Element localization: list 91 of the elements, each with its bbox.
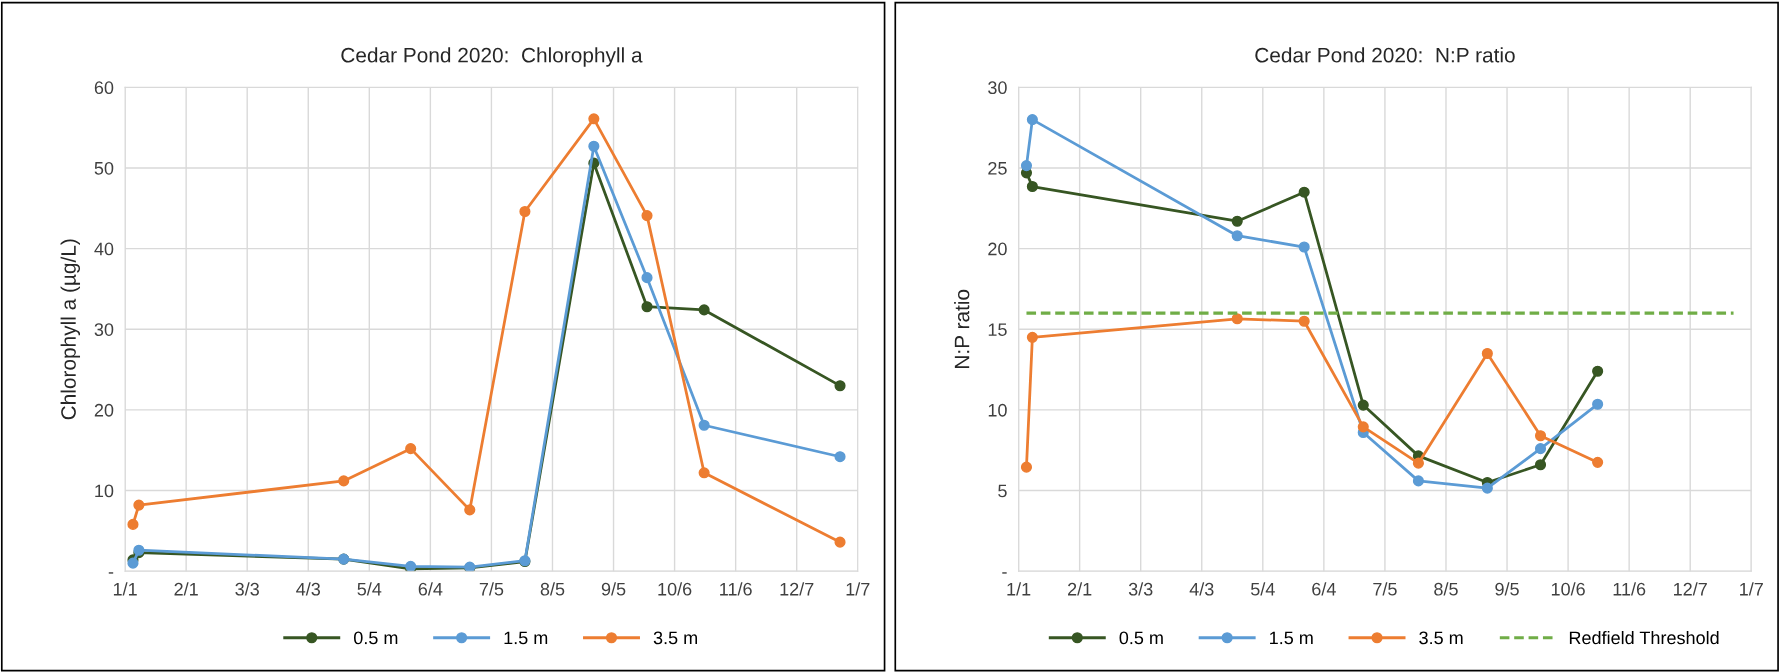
- point: [641, 210, 653, 222]
- x-tick-label: 8/5: [1434, 582, 1458, 596]
- y-tick-label: 60: [94, 81, 114, 95]
- point: [1534, 443, 1547, 455]
- point: [1231, 230, 1243, 242]
- legend-label: 3.5 m: [653, 631, 697, 645]
- point: [464, 504, 476, 516]
- point: [1298, 186, 1310, 198]
- x-tick-label: 3/3: [235, 582, 259, 596]
- x-tick-label: 1/7: [846, 582, 870, 596]
- point: [588, 113, 600, 125]
- y-tick-label: 10: [988, 403, 1007, 417]
- point: [1231, 313, 1243, 325]
- x-tick-label: 7/5: [479, 582, 504, 596]
- legend-label: 1.5 m: [1270, 631, 1313, 645]
- point: [519, 205, 531, 218]
- point: [1298, 241, 1310, 253]
- y-tick-label: -: [1002, 572, 1007, 574]
- point: [1026, 180, 1038, 193]
- x-tick-label: 7/5: [1373, 582, 1397, 596]
- y-tick-label: -: [108, 572, 114, 574]
- point: [698, 467, 710, 479]
- point: [698, 304, 710, 316]
- x-tick-label: 10/6: [658, 582, 692, 596]
- x-tick-label: 2/1: [1068, 582, 1092, 596]
- y-tick-label: 50: [94, 161, 114, 175]
- x-tick-label: 5/4: [357, 582, 382, 596]
- point: [1357, 399, 1369, 411]
- point: [1020, 160, 1033, 172]
- x-tick-label: 5/4: [1250, 582, 1275, 596]
- point: [1412, 475, 1424, 487]
- y-tick-label: 40: [94, 242, 114, 256]
- legend-label: Redfield Threshold: [1569, 631, 1719, 645]
- legend-label: 0.5 m: [1119, 631, 1163, 645]
- y-tick-label: 10: [95, 484, 114, 498]
- x-tick-label: 3/3: [1128, 582, 1153, 596]
- x-tick-label: 9/5: [601, 582, 626, 596]
- point: [1231, 215, 1243, 227]
- point: [133, 499, 145, 511]
- x-tick-label: 12/7: [780, 582, 814, 596]
- y-tick-label: 30: [94, 323, 114, 336]
- point: [1298, 315, 1310, 327]
- legend-label: 0.5 m: [353, 631, 398, 645]
- y-axis-title: N:P ratio: [954, 289, 970, 368]
- x-tick-label: 11/6: [720, 582, 752, 596]
- point: [338, 475, 350, 487]
- y-tick-label: 15: [988, 323, 1007, 336]
- point: [1592, 365, 1604, 377]
- point: [1357, 421, 1369, 433]
- point: [834, 380, 846, 392]
- x-tick-label: 8/5: [540, 582, 565, 596]
- x-tick-label: 10/6: [1551, 582, 1585, 596]
- y-axis-title: Chlorophyll a (µg/L): [60, 239, 81, 420]
- x-tick-label: 11/6: [1613, 582, 1646, 596]
- point: [641, 301, 653, 313]
- x-tick-label: 6/4: [1312, 582, 1336, 596]
- point: [834, 536, 846, 548]
- x-tick-label: 4/3: [1189, 582, 1214, 596]
- point: [1026, 114, 1038, 126]
- x-tick-label: 9/5: [1495, 582, 1519, 596]
- point: [1026, 331, 1038, 343]
- point: [127, 518, 139, 530]
- y-tick-label: 30: [988, 81, 1007, 95]
- point: [641, 272, 653, 284]
- point: [1592, 456, 1604, 468]
- point: [1534, 430, 1547, 442]
- point: [1481, 347, 1493, 360]
- point: [1592, 398, 1604, 410]
- x-tick-label: 1/1: [1007, 582, 1031, 596]
- point: [1481, 482, 1493, 494]
- y-tick-label: 20: [988, 242, 1007, 256]
- x-tick-label: 1/1: [113, 582, 137, 596]
- y-tick-label: 5: [998, 484, 1007, 498]
- x-tick-label: 2/1: [174, 582, 198, 596]
- chart-title: Cedar Pond 2020: N:P ratio: [1255, 47, 1515, 63]
- y-tick-label: 25: [988, 161, 1007, 175]
- x-tick-label: 6/4: [418, 582, 443, 596]
- legend-label: 1.5 m: [504, 631, 548, 645]
- point: [698, 419, 710, 431]
- chart-title: Cedar Pond 2020: Chlorophyll a: [341, 47, 643, 67]
- point: [834, 451, 846, 463]
- y-tick-label: 20: [94, 403, 114, 417]
- point: [1534, 459, 1547, 471]
- point: [1412, 457, 1424, 469]
- x-tick-label: 1/7: [1740, 582, 1763, 596]
- point: [405, 443, 417, 455]
- point: [588, 140, 600, 152]
- x-tick-label: 12/7: [1674, 582, 1707, 596]
- point: [1020, 461, 1033, 473]
- x-tick-label: 4/3: [296, 582, 321, 596]
- legend-label: 3.5 m: [1419, 631, 1463, 645]
